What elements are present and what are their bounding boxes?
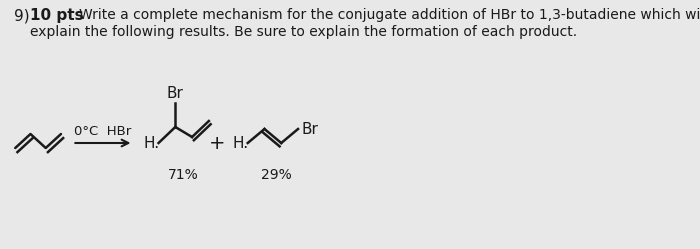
Text: Br: Br	[167, 86, 183, 101]
Text: 29%: 29%	[261, 168, 292, 182]
Text: 0°C  HBr: 0°C HBr	[74, 125, 132, 138]
Text: 10 pts: 10 pts	[31, 8, 84, 23]
Text: Write a complete mechanism for the conjugate addition of HBr to 1,3-butadiene wh: Write a complete mechanism for the conju…	[78, 8, 700, 22]
Text: Br: Br	[301, 122, 318, 136]
Text: +: +	[209, 133, 225, 152]
Text: explain the following results. Be sure to explain the formation of each product.: explain the following results. Be sure t…	[31, 25, 577, 39]
Text: H.: H.	[144, 135, 160, 150]
Text: 9): 9)	[14, 8, 29, 23]
Text: 71%: 71%	[168, 168, 199, 182]
Text: H.: H.	[232, 135, 248, 150]
